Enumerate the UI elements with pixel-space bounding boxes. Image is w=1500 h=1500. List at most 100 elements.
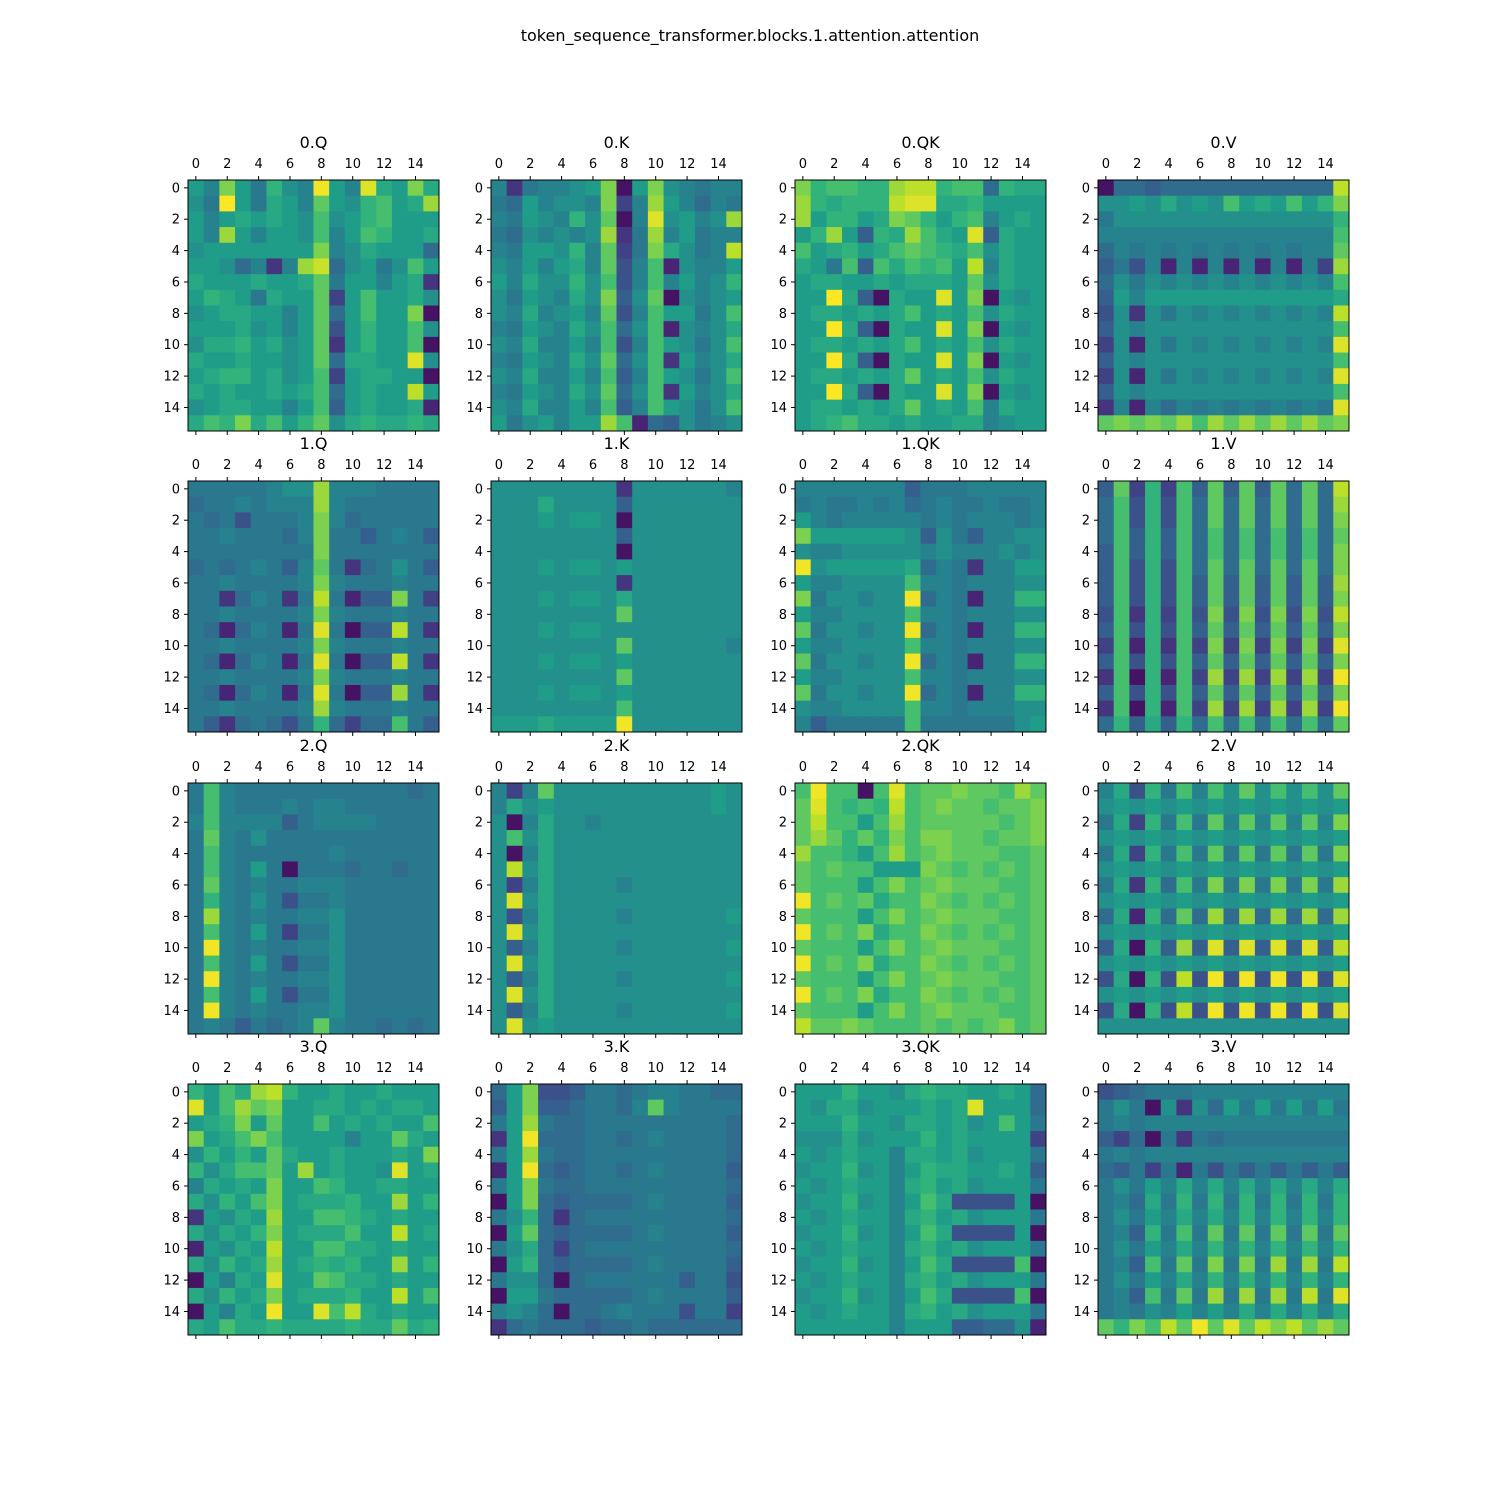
heatmap-cell [506,496,523,513]
heatmap-cell [203,575,220,592]
heatmap-cell [904,830,921,847]
heatmap-cell [329,1002,346,1019]
heatmap-cell [810,1018,827,1035]
heatmap-cell [647,195,664,212]
y-tick-label: 10 [466,338,483,353]
heatmap-cell [250,1018,267,1035]
heatmap-cell [889,227,906,244]
heatmap-cell [1207,1209,1224,1226]
heatmap-cell [585,1225,602,1242]
heatmap-cell [710,496,727,513]
heatmap-cell [795,352,812,369]
heatmap-cell [889,399,906,416]
heatmap-cell [203,845,220,862]
heatmap-cell [1192,559,1209,576]
heatmap-cell [710,971,727,988]
heatmap-cell [585,258,602,275]
heatmap-cell [329,700,346,717]
heatmap-cell [726,622,743,639]
heatmap-cell [679,892,696,909]
heatmap-cell [1254,798,1271,815]
heatmap-cell [1113,383,1130,401]
heatmap-cell [726,716,743,733]
heatmap-cell [1239,1002,1256,1019]
heatmap-cell [600,924,617,941]
heatmap-cell [1223,1287,1240,1305]
heatmap-cell [810,1240,827,1257]
heatmap-cell [1098,606,1115,623]
heatmap-cell [967,700,984,717]
heatmap-cell [983,783,1000,800]
heatmap-cell [600,415,617,432]
heatmap-cell [904,1146,921,1163]
x-tick-label: 0 [192,157,200,172]
heatmap-cell [1286,289,1303,306]
heatmap-cell [1301,305,1319,322]
heatmap-cell [506,637,523,654]
heatmap-cell [632,590,649,607]
heatmap-cell [344,814,361,831]
heatmap-cell [1301,1193,1319,1210]
heatmap-cell [569,543,586,560]
heatmap-cell [873,481,890,498]
x-tick-label: 0 [192,458,200,473]
heatmap-cell [569,242,586,259]
heatmap-cell [1207,1303,1224,1320]
heatmap-cell [506,1287,523,1305]
heatmap-cell [522,481,539,498]
heatmap-cell [491,622,508,639]
heatmap-cell [522,783,539,800]
heatmap-cell [1176,1256,1193,1273]
heatmap-cell [726,1002,743,1019]
heatmap-cell [1207,336,1224,353]
heatmap-cell [826,669,843,686]
heatmap-cell [1239,684,1256,702]
heatmap-cell [663,399,680,416]
heatmap-cell [951,195,968,212]
heatmap-cell [188,1272,205,1289]
heatmap-cell [569,575,586,592]
heatmap-cell [826,1287,843,1305]
heatmap-cell [297,814,314,831]
heatmap-cell [873,1002,890,1019]
heatmap-cell [647,1115,664,1132]
heatmap-cell [235,1131,252,1148]
heatmap-cell [250,861,267,878]
heatmap-cell [1014,1287,1031,1305]
heatmap-cell [795,716,812,733]
heatmap-cell [647,1099,664,1116]
heatmap-cell [329,798,346,815]
heatmap-cell [313,700,330,717]
heatmap-cell [663,496,680,513]
heatmap-cell [1270,814,1287,831]
heatmap-cell [857,1287,874,1305]
heatmap-cell [810,1162,827,1179]
heatmap-cell [632,1225,649,1242]
heatmap-cell [1301,415,1319,432]
heatmap-cell [679,195,696,212]
x-tick-label: 6 [286,458,294,473]
heatmap-cell [873,590,890,607]
heatmap-cell [679,1287,696,1305]
heatmap-cell [1030,559,1047,576]
heatmap-cell [647,1225,664,1242]
heatmap-cell [329,180,346,197]
heatmap-cell [889,606,906,623]
heatmap-cell [506,242,523,259]
heatmap-cell [553,700,570,717]
heatmap-cell [842,1084,859,1101]
heatmap-cell [376,1146,393,1163]
heatmap-cell [1333,716,1350,733]
heatmap-cell [998,1209,1016,1226]
heatmap-cell [1317,939,1334,956]
heatmap-cell [810,986,827,1004]
heatmap-cell [842,986,859,1004]
heatmap-cell [983,1002,1000,1019]
heatmap-cell [344,1146,361,1163]
heatmap-cell [1254,481,1271,498]
heatmap-cell [1014,1146,1031,1163]
heatmap-cell [632,684,649,702]
heatmap-cell [423,242,440,259]
heatmap-cell [694,1193,712,1210]
